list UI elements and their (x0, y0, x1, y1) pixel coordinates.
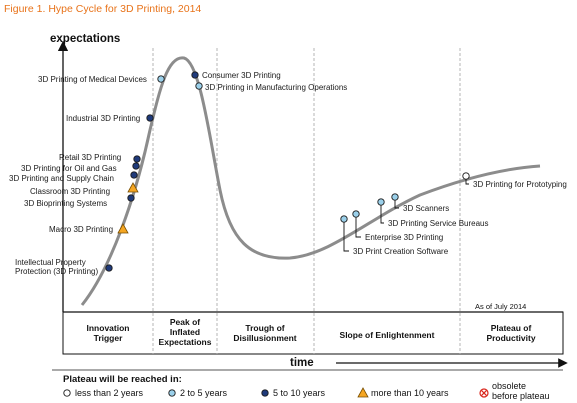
tech-label-medical-devices: 3D Printing of Medical Devices (38, 75, 147, 84)
tech-label-supply-chain: 3D Printing and Supply Chain (9, 174, 114, 183)
tech-label-ip-protection: Protection (3D Printing) (15, 267, 98, 276)
marker-classroom (127, 182, 139, 193)
phase-label-plateau: Productivity (486, 333, 535, 343)
marker-oil-gas (132, 162, 140, 170)
legend-label-more-10: more than 10 years (371, 388, 449, 398)
marker-supply-chain (130, 171, 138, 179)
marker-enterprise (352, 210, 360, 218)
marker-print-creation-software (340, 215, 348, 223)
phase-label-slope: Slope of Enlightenment (340, 330, 435, 340)
legend-marker-more-10 (357, 387, 369, 398)
tech-label-scanners: 3D Scanners (403, 204, 449, 213)
phase-label-plateau: Plateau of (491, 323, 532, 333)
marker-service-bureaus (377, 198, 385, 206)
tech-label-classroom: Classroom 3D Printing (30, 187, 110, 196)
tech-label-prototyping: 3D Printing for Prototyping (473, 180, 567, 189)
phase-box-border (62, 311, 564, 355)
legend-label-less-2: less than 2 years (75, 388, 144, 398)
tech-label-print-creation-software: 3D Print Creation Software (353, 247, 449, 256)
tech-label-manufacturing-operations: 3D Printing in Manufacturing Operations (205, 83, 347, 92)
y-axis-label: expectations (50, 33, 120, 45)
as-of-date: As of July 2014 (475, 302, 526, 311)
marker-ip-protection (105, 264, 113, 272)
marker-prototyping (462, 172, 470, 180)
marker-macro (117, 223, 129, 234)
phase-label-innovation-trigger: Innovation (87, 323, 130, 333)
leader-line-print-creation-software (343, 219, 349, 252)
legend-marker-5-10 (261, 389, 269, 397)
legend-marker-2-5 (168, 389, 176, 397)
marker-medical-devices (157, 75, 165, 83)
legend-label-5-10: 5 to 10 years (273, 388, 326, 398)
tech-label-industrial: Industrial 3D Printing (66, 114, 140, 123)
phase-label-peak: Inflated (170, 327, 200, 337)
marker-retail (133, 155, 141, 163)
figure-title: Figure 1. Hype Cycle for 3D Printing, 20… (4, 3, 202, 15)
phase-label-peak: Peak of (170, 317, 200, 327)
marker-scanners (391, 193, 399, 201)
marker-bioprinting (127, 194, 135, 202)
phase-label-innovation-trigger: Trigger (94, 333, 124, 343)
phase-label-trough: Trough of (245, 323, 284, 333)
legend-label-2-5: 2 to 5 years (180, 388, 228, 398)
marker-manufacturing-operations (195, 82, 203, 90)
tech-label-enterprise: Enterprise 3D Printing (365, 233, 443, 242)
leader-line-scanners (394, 197, 399, 209)
phase-label-peak: Expectations (159, 337, 212, 347)
legend-marker-less-2 (63, 389, 71, 397)
marker-industrial (146, 114, 154, 122)
legend-label-obsolete: obsolete before plateau (492, 381, 550, 401)
tech-label-macro: Macro 3D Printing (49, 225, 113, 234)
phase-label-trough: Disillusionment (233, 333, 296, 343)
tech-label-service-bureaus: 3D Printing Service Bureaus (388, 219, 489, 228)
leader-line-service-bureaus (380, 202, 384, 224)
hype-curve (80, 56, 541, 306)
leader-line-enterprise (355, 214, 361, 238)
tech-label-ip-protection: Intellectual Property (15, 258, 86, 267)
tech-label-consumer: Consumer 3D Printing (202, 71, 281, 80)
marker-consumer (191, 71, 199, 79)
tech-label-oil-gas: 3D Printing for Oil and Gas (21, 164, 117, 173)
legend-marker-obsolete (479, 388, 489, 398)
tech-label-bioprinting: 3D Bioprinting Systems (24, 199, 107, 208)
x-axis-label: time (290, 357, 314, 369)
legend-title: Plateau will be reached in: (63, 374, 182, 385)
tech-label-retail: Retail 3D Printing (59, 153, 121, 162)
